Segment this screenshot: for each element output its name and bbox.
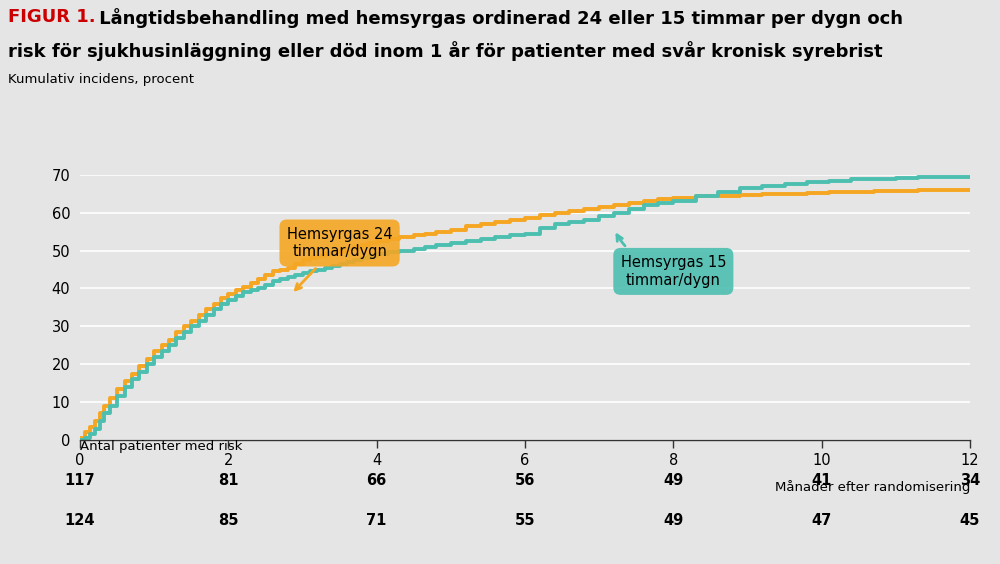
Text: risk för sjukhusinläggning eller död inom 1 år för patienter med svår kronisk sy: risk för sjukhusinläggning eller död ino… xyxy=(8,41,883,60)
Text: 56: 56 xyxy=(515,473,535,488)
Text: Kumulativ incidens, procent: Kumulativ incidens, procent xyxy=(8,73,194,86)
Text: 45: 45 xyxy=(960,513,980,528)
Text: 49: 49 xyxy=(663,513,683,528)
Text: 117: 117 xyxy=(65,473,95,488)
Text: 34: 34 xyxy=(960,473,980,488)
Text: 71: 71 xyxy=(366,513,387,528)
Text: 47: 47 xyxy=(812,513,832,528)
Text: Hemsyrgas 15
timmar/dygn: Hemsyrgas 15 timmar/dygn xyxy=(617,235,726,288)
Text: Långtidsbehandling med hemsyrgas ordinerad 24 eller 15 timmar per dygn och: Långtidsbehandling med hemsyrgas ordiner… xyxy=(93,8,903,28)
Text: 41: 41 xyxy=(811,473,832,488)
Text: Antal patienter med risk: Antal patienter med risk xyxy=(80,440,242,453)
Text: FIGUR 1.: FIGUR 1. xyxy=(8,8,96,27)
Text: 124: 124 xyxy=(65,513,95,528)
Text: 66: 66 xyxy=(367,473,387,488)
Text: 55: 55 xyxy=(515,513,535,528)
Text: Månader efter randomisering: Månader efter randomisering xyxy=(775,479,970,494)
Text: 81: 81 xyxy=(218,473,239,488)
Text: 85: 85 xyxy=(218,513,239,528)
Text: Hemsyrgas 24
timmar/dygn: Hemsyrgas 24 timmar/dygn xyxy=(287,227,392,290)
Text: 49: 49 xyxy=(663,473,683,488)
